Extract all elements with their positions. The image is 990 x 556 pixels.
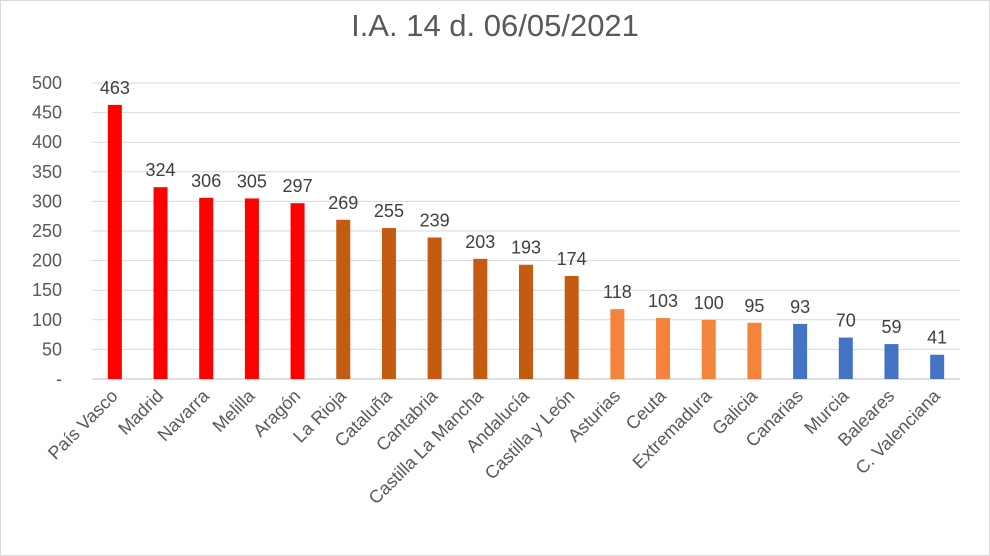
data-label: 297 bbox=[283, 176, 313, 196]
data-label: 70 bbox=[836, 311, 856, 331]
bar bbox=[610, 309, 625, 379]
gridlines bbox=[92, 82, 960, 380]
bar bbox=[244, 198, 259, 379]
data-label: 93 bbox=[790, 297, 810, 317]
bar bbox=[153, 187, 168, 379]
y-tick-label: 350 bbox=[32, 162, 62, 182]
data-label: 269 bbox=[328, 193, 358, 213]
data-label: 255 bbox=[374, 201, 404, 221]
bars bbox=[107, 104, 945, 380]
data-label: 100 bbox=[694, 293, 724, 313]
y-tick-label: 100 bbox=[32, 310, 62, 330]
bar bbox=[473, 258, 488, 379]
y-tick-label: 500 bbox=[32, 73, 62, 93]
bar bbox=[930, 354, 945, 379]
y-tick-label: 200 bbox=[32, 251, 62, 271]
bar bbox=[701, 319, 716, 379]
bar bbox=[838, 337, 853, 379]
y-tick-label: 450 bbox=[32, 103, 62, 123]
y-axis-ticks: - 50 100 150 200 250 300 350 400 450 500 bbox=[32, 73, 62, 389]
y-tick-label: 150 bbox=[32, 280, 62, 300]
data-label: 239 bbox=[420, 211, 450, 231]
data-label: 324 bbox=[146, 160, 176, 180]
bar bbox=[199, 197, 214, 379]
data-label: 95 bbox=[744, 296, 764, 316]
y-tick-label: 400 bbox=[32, 132, 62, 152]
bar bbox=[793, 323, 808, 379]
bar bbox=[290, 203, 305, 379]
data-labels: 463 324 306 305 297 269 255 239 203 193 174 118 103 1… bbox=[100, 78, 947, 348]
bar bbox=[427, 237, 442, 379]
bar bbox=[107, 104, 122, 380]
data-label: 203 bbox=[465, 232, 495, 252]
data-label: 174 bbox=[557, 249, 587, 269]
y-tick-label: 50 bbox=[42, 339, 62, 359]
x-tick-label: Navarra bbox=[154, 385, 214, 445]
bar bbox=[336, 219, 351, 379]
data-label: 305 bbox=[237, 171, 267, 191]
y-tick-label: 250 bbox=[32, 221, 62, 241]
data-label: 193 bbox=[511, 238, 541, 258]
x-tick-label: Extremadura bbox=[629, 385, 717, 473]
bar bbox=[747, 322, 762, 379]
bar bbox=[884, 344, 899, 379]
bar bbox=[656, 318, 671, 379]
data-label: 118 bbox=[603, 282, 632, 302]
data-label: 59 bbox=[881, 317, 901, 337]
data-label: 306 bbox=[191, 171, 221, 191]
y-tick-label: - bbox=[56, 369, 62, 389]
data-label: 463 bbox=[100, 78, 130, 98]
bar bbox=[381, 228, 396, 379]
data-label: 103 bbox=[648, 291, 678, 311]
bar bbox=[564, 275, 579, 379]
y-tick-label: 300 bbox=[32, 191, 62, 211]
chart-title: I.A. 14 d. 06/05/2021 bbox=[351, 8, 639, 43]
x-tick-label: País Vasco bbox=[44, 386, 122, 464]
data-label: 41 bbox=[927, 328, 947, 348]
bar bbox=[519, 264, 533, 379]
